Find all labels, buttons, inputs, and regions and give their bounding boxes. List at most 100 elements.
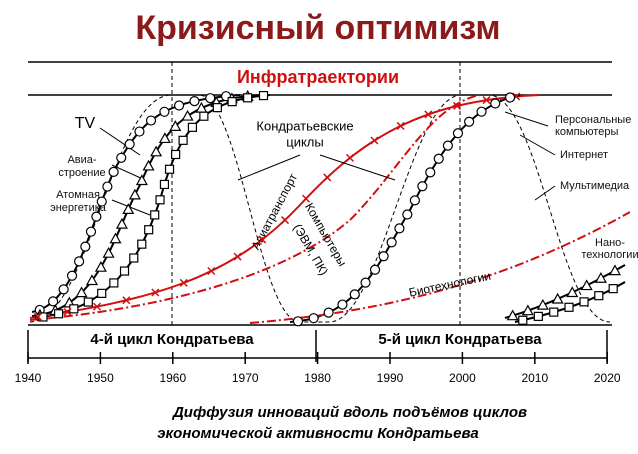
marker [258, 90, 269, 101]
marker [424, 110, 433, 119]
marker [394, 223, 405, 234]
marker [83, 297, 93, 307]
marker [490, 98, 501, 109]
marker [506, 309, 519, 321]
pointer [111, 199, 151, 216]
label: TV [75, 115, 96, 132]
marker [122, 203, 135, 215]
marker [518, 315, 528, 325]
marker [178, 135, 188, 145]
marker [521, 304, 534, 316]
marker [323, 173, 332, 182]
marker [323, 307, 334, 318]
axis-label: 1960 [159, 371, 186, 385]
axis-label: 2010 [521, 371, 548, 385]
marker [551, 292, 564, 304]
marker [378, 251, 389, 262]
marker [74, 256, 85, 267]
marker [233, 252, 242, 261]
marker [504, 92, 516, 103]
marker [452, 128, 464, 139]
axis-label: 1970 [232, 371, 259, 385]
axis-label: 1980 [304, 371, 331, 385]
marker [549, 307, 559, 317]
marker [109, 278, 119, 288]
label: Нано- [595, 237, 625, 249]
caption: экономической активности Кондратьева [157, 425, 478, 442]
marker [308, 313, 319, 324]
marker [360, 277, 371, 288]
axis-label: 2000 [449, 371, 476, 385]
marker [536, 298, 549, 310]
marker [386, 237, 397, 248]
label: Биотехнологии [408, 269, 492, 300]
marker [134, 126, 145, 137]
marker [258, 235, 267, 244]
marker [173, 100, 185, 111]
label: Мультимедиа [560, 180, 630, 192]
marker [243, 93, 253, 103]
marker [102, 181, 113, 192]
label: Атомная [56, 189, 100, 201]
pointer [534, 185, 556, 201]
marker [159, 179, 170, 190]
marker [594, 272, 607, 283]
marker [124, 139, 135, 150]
label: Персональные [555, 114, 631, 126]
marker [96, 196, 107, 207]
marker [93, 302, 102, 311]
marker [301, 194, 311, 203]
marker [212, 103, 222, 113]
biotech-curve [249, 211, 631, 324]
marker [151, 288, 160, 297]
pointer [111, 164, 146, 181]
innovation-curve [29, 94, 481, 321]
pointer [519, 134, 556, 156]
marker [75, 286, 88, 298]
marker [135, 174, 148, 186]
marker [150, 210, 160, 220]
marker [608, 264, 621, 276]
marker [566, 286, 579, 298]
pointer [237, 154, 301, 181]
axis-label: 1990 [377, 371, 404, 385]
pointer [504, 111, 549, 127]
caption: Диффузия инноваций вдоль подъёмов циклов [171, 404, 527, 421]
marker [402, 209, 413, 220]
marker [396, 121, 405, 130]
marker [281, 216, 290, 225]
marker [129, 253, 139, 263]
marker [164, 164, 175, 174]
marker [482, 96, 491, 105]
cycle-band: 5-й цикл Кондратьева [378, 331, 542, 348]
marker [108, 166, 119, 177]
label: циклы [286, 134, 323, 149]
marker [128, 188, 141, 200]
label: строение [58, 167, 105, 179]
marker [94, 260, 107, 272]
marker [119, 266, 130, 276]
marker [608, 284, 618, 294]
label: энергетика [50, 202, 107, 214]
marker [63, 307, 72, 317]
marker [580, 279, 593, 291]
cycle-band: 4-й цикл Кондратьева [90, 331, 254, 348]
marker [33, 312, 42, 321]
marker [579, 297, 589, 307]
marker [369, 264, 381, 275]
marker [91, 211, 102, 222]
marker [207, 266, 216, 276]
marker [189, 96, 200, 107]
marker [453, 101, 462, 110]
marker [155, 195, 165, 205]
marker [349, 289, 360, 300]
marker [181, 109, 194, 121]
marker [159, 106, 170, 117]
marker [142, 159, 155, 171]
marker [179, 278, 188, 287]
title: Кризисный оптимизм [135, 9, 500, 47]
air-transport-curve [29, 94, 541, 319]
marker [187, 122, 198, 132]
marker [370, 136, 379, 145]
pointer [319, 154, 396, 181]
